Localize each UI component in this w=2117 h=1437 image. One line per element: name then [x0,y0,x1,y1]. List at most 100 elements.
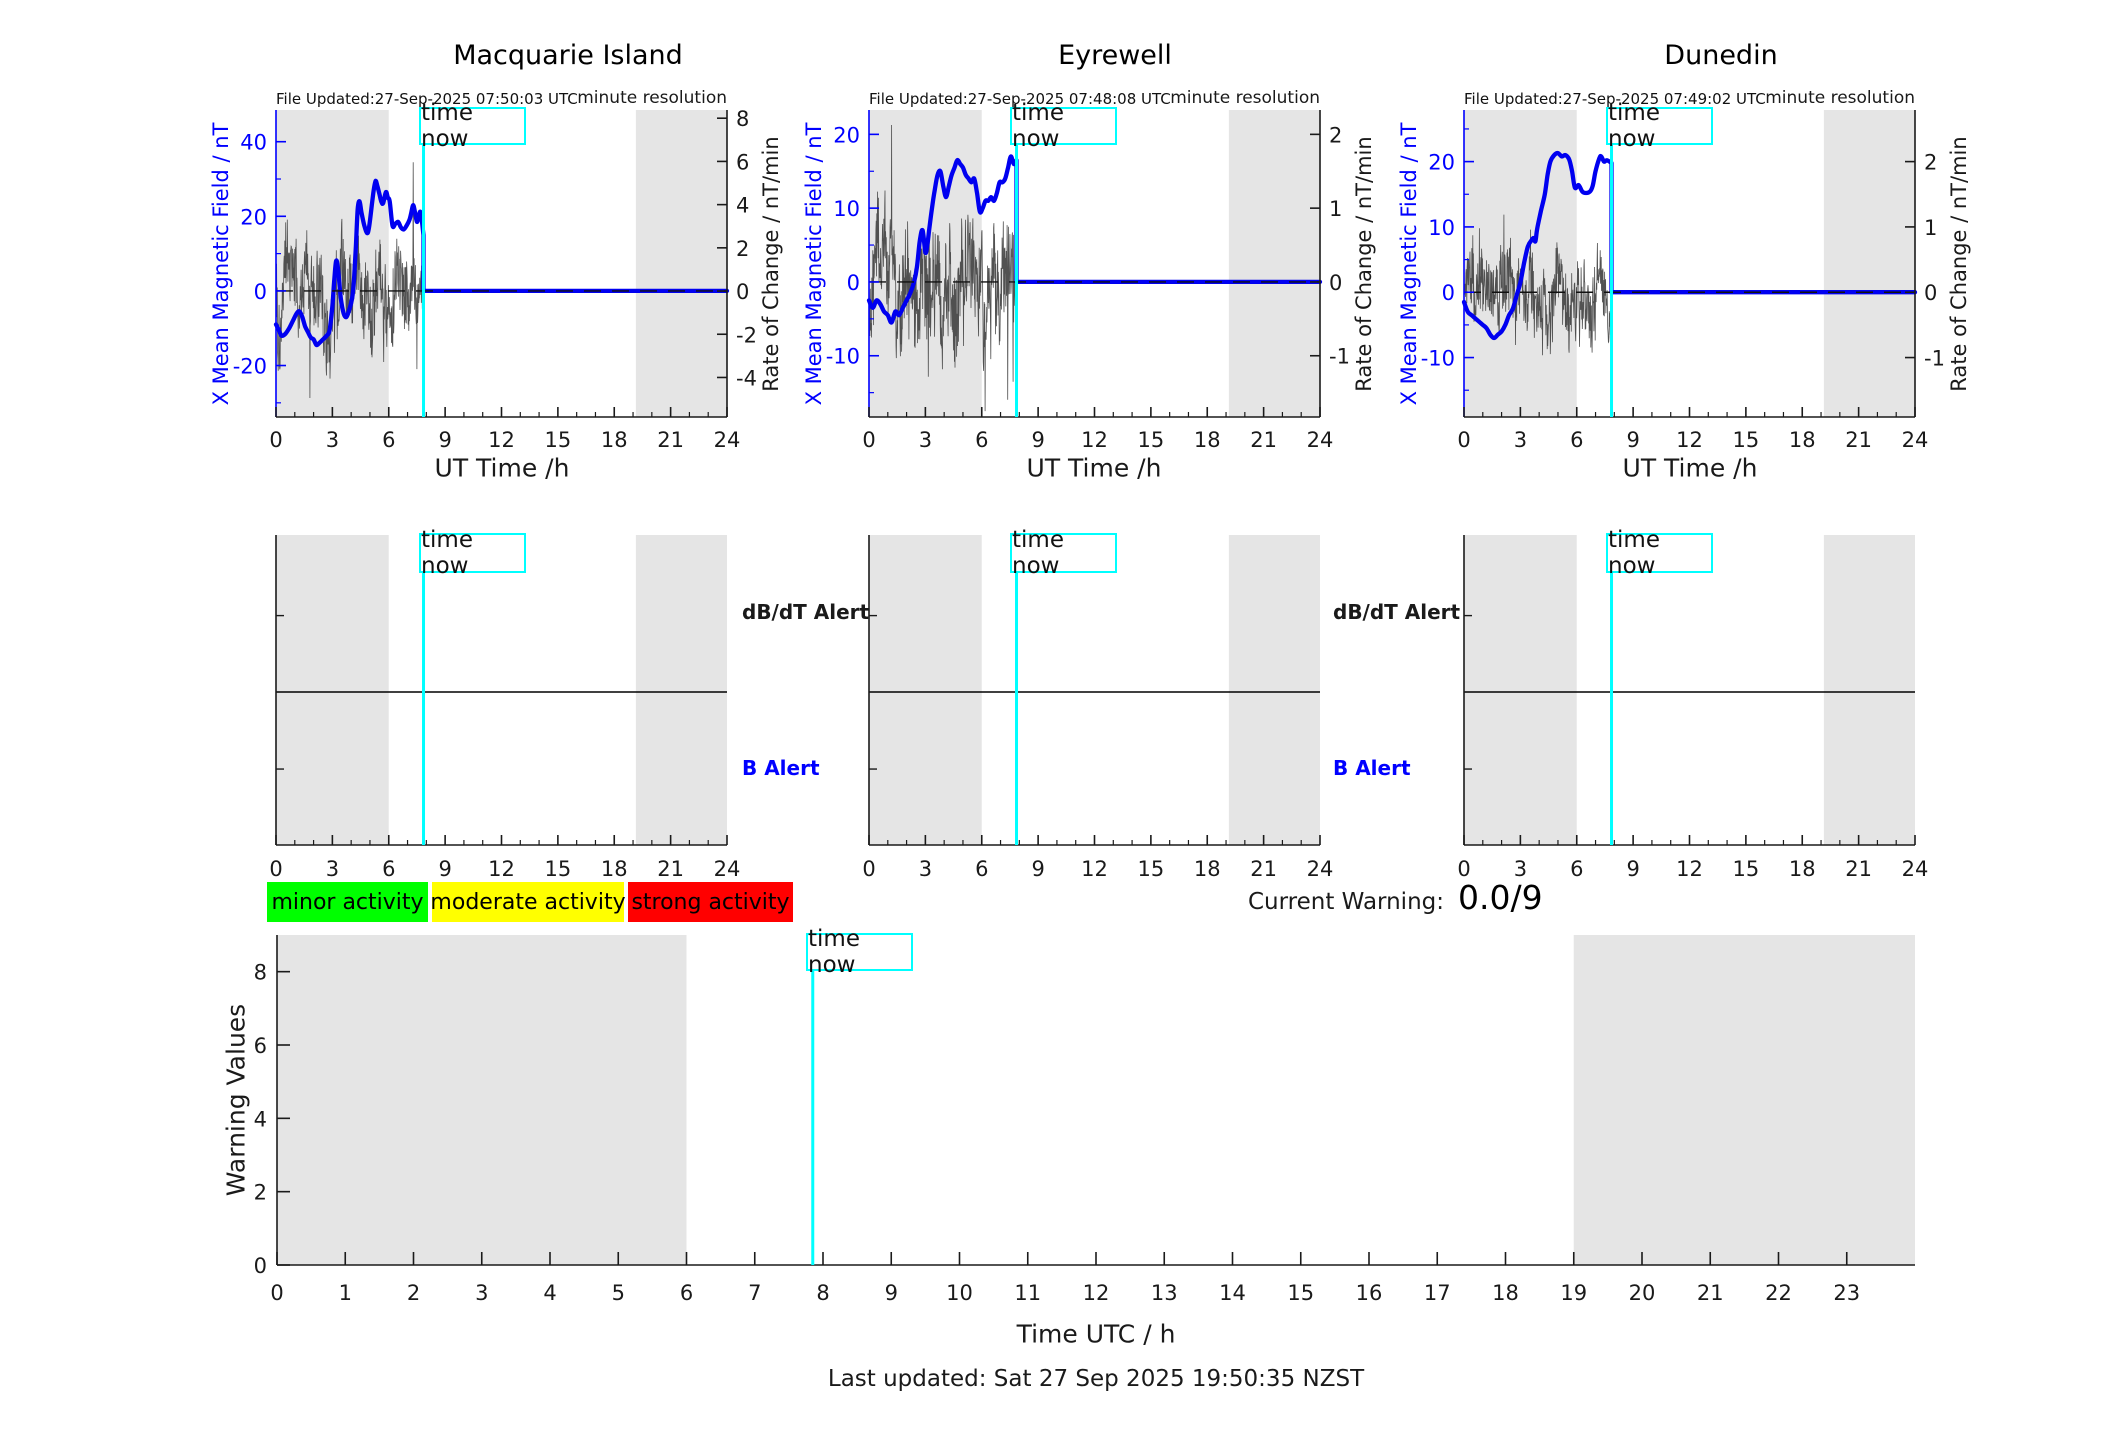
tick-label: 4 [736,194,749,218]
tick-label: -20 [233,355,267,379]
tick-label: 2 [407,1281,420,1305]
tick-label: 12 [1081,857,1108,881]
x-axis: 0 3 6 9 12 15 18 21 24 [862,835,1333,881]
night-shading-band [1573,935,1915,1265]
x-axis: 0 3 6 9 12 15 18 21 24 [862,407,1333,452]
tick-label: 1 [339,1281,352,1305]
alert-plot-1: 0 3 6 9 12 15 18 21 24 [862,535,1333,881]
tick-label: 2 [736,237,749,261]
left-axis-title-eyrewell: X Mean Magnetic Field / nT [802,122,826,406]
tick-label: 3 [326,857,339,881]
legend-strong-activity: strong activity [628,882,793,922]
tick-label: -2 [736,323,757,347]
night-shading-band [869,535,982,845]
tick-label: 0 [269,857,282,881]
tick-label: 0 [1442,281,1455,305]
tick-label: -10 [1421,347,1455,371]
tick-label: 0 [269,428,282,452]
tick-label: 8 [254,961,267,985]
station-title-macquarie: Macquarie Island [453,40,683,71]
tick-label: 6 [975,857,988,881]
x-axis: 0 3 6 9 12 15 18 21 24 [269,835,740,881]
tick-label: 10 [946,1281,973,1305]
y-axis-right: -1 0 1 2 [1905,151,1945,371]
tick-label: 21 [1250,428,1277,452]
tick-label: 21 [1250,857,1277,881]
night-shading-band [635,110,727,417]
tick-label: 20 [1629,1281,1656,1305]
tick-label: 3 [919,428,932,452]
rate-of-change-noise-trace [868,124,1017,412]
tick-label: 6 [975,428,988,452]
tick-label: 12 [1676,428,1703,452]
b-alert-label: B Alert [742,756,820,780]
rate-of-change-noise-trace [275,162,424,399]
tick-label: 19 [1560,1281,1587,1305]
tick-label: 10 [1428,216,1455,240]
warning-x-axis-title: Time UTC / h [1016,1319,1176,1349]
time-now-flag: time now [1606,527,1713,579]
alert-plot-0: 0 3 6 9 12 15 18 21 24 [269,535,740,881]
y-axis-right: -4 -2 0 2 4 6 8 [717,107,757,390]
tick-label: 22 [1765,1281,1792,1305]
tick-label: 6 [1570,857,1583,881]
tick-label: 24 [714,428,741,452]
tick-label: 12 [1676,857,1703,881]
tick-label: 12 [1083,1281,1110,1305]
tick-label: 20 [833,123,860,147]
tick-label: 1 [1329,197,1342,221]
tick-label: 24 [1902,857,1929,881]
tick-label: 4 [543,1281,556,1305]
tick-label: 15 [1138,428,1165,452]
night-shading-band [1464,535,1577,845]
tick-label: 15 [1138,857,1165,881]
tick-label: -10 [826,345,860,369]
tick-label: 12 [488,857,515,881]
tick-label: 17 [1424,1281,1451,1305]
x-axis: 0 3 6 9 12 15 18 21 24 [1457,407,1928,452]
y-axis-left: -10 0 10 20 [1421,128,1474,391]
tick-label: 0 [254,280,267,304]
tick-label: 0 [736,280,749,304]
tick-label: 13 [1151,1281,1178,1305]
tick-label: 2 [254,1181,267,1205]
current-warning-value: 0.0/9 [1458,878,1543,917]
tick-label: 15 [1287,1281,1314,1305]
current-warning-label: Current Warning: [1247,889,1444,915]
legend-moderate-activity: moderate activity [430,882,626,922]
tick-label: 21 [1845,428,1872,452]
tick-label: 4 [254,1107,267,1131]
x-axis: 0 1 2 3 4 5 6 7 8 9 10 11 12 13 14 15 16 17 18 19 20 21 22 23 [270,1252,1860,1305]
y-axis: 0 2 4 6 8 [254,961,290,1278]
tick-label: 18 [1789,857,1816,881]
resolution-note-macquarie: minute resolution [577,88,727,108]
tick-label: 0 [254,1254,267,1278]
tick-label: 0 [847,271,860,295]
tick-label: 15 [545,857,572,881]
resolution-note-eyrewell: minute resolution [1170,88,1320,108]
tick-label: 21 [1697,1281,1724,1305]
tick-label: 14 [1219,1281,1246,1305]
y-axis-left: -20 0 20 40 [233,131,286,404]
x-axis: 0 3 6 9 12 15 18 21 24 [1457,835,1928,881]
time-now-flag: time now [806,926,913,978]
tick-label: 21 [657,857,684,881]
x-axis: 0 3 6 9 12 15 18 21 24 [269,407,740,452]
tick-label: 6 [1570,428,1583,452]
night-shading-band [1823,535,1915,845]
y-axis-left: -10 0 10 20 [826,123,879,394]
x-axis-title-eyrewell: UT Time /h [1026,453,1162,483]
tick-label: 7 [748,1281,761,1305]
tick-label: 0 [862,857,875,881]
warning-y-axis-title: Warning Values [221,1003,251,1197]
tick-label: 9 [438,428,451,452]
tick-label: 15 [1733,857,1760,881]
tick-label: 24 [1307,857,1334,881]
